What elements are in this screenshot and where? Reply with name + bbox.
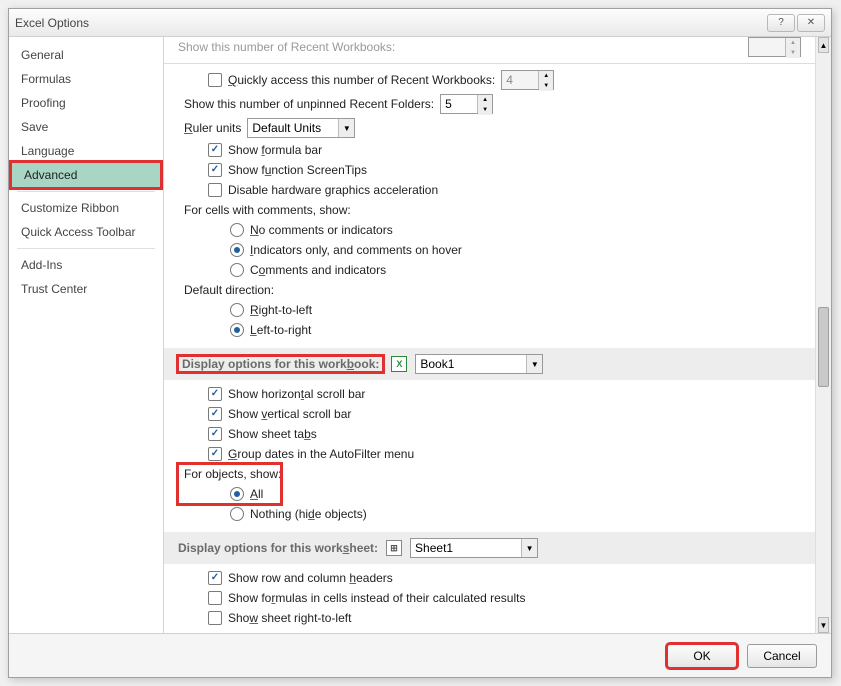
excel-icon: X [391,356,407,372]
sidebar-item-save[interactable]: Save [9,115,163,139]
unpinned-row: Show this number of unpinned Recent Fold… [178,92,801,116]
groupdates-checkbox[interactable] [208,447,222,461]
headers-label: Show row and column headers [228,571,393,585]
objects-none-radio[interactable] [230,507,244,521]
dir-ltr-label: Left-to-right [250,323,311,337]
comments-both-label: Comments and indicators [250,263,386,277]
ruler-units-combo[interactable]: ▼ [247,118,355,138]
tabs-checkbox[interactable] [208,427,222,441]
hardware-label: Disable hardware graphics acceleration [228,183,438,197]
sidebar-item-trust-center[interactable]: Trust Center [9,277,163,301]
options-panel: Show this number of Recent Workbooks: ▲▼… [164,37,815,633]
headers-checkbox[interactable] [208,571,222,585]
cutoff-label: Show this number of Recent Workbooks: [178,40,395,54]
hscroll-label: Show horizontal scroll bar [228,387,365,401]
objects-head: For objects, show: [184,467,281,481]
sidebar-item-quick-access-toolbar[interactable]: Quick Access Toolbar [9,220,163,244]
unpinned-value[interactable] [441,95,477,113]
objects-none-label: Nothing (hide objects) [250,507,367,521]
comments-both-radio[interactable] [230,263,244,277]
sheet-rtl-label: Show sheet right-to-left [228,611,351,625]
scroll-thumb[interactable] [818,307,829,387]
tabs-label: Show sheet tabs [228,427,317,441]
comments-indicators-label: Indicators only, and comments on hover [250,243,462,257]
window-title: Excel Options [15,16,89,30]
dir-rtl-label: Right-to-left [250,303,312,317]
vscroll-checkbox[interactable] [208,407,222,421]
quick-recent-row: Quickly access this number of Recent Wor… [178,68,801,92]
dir-rtl-radio[interactable] [230,303,244,317]
titlebar: Excel Options ? ✕ [9,9,831,37]
comments-none-radio[interactable] [230,223,244,237]
unpinned-label: Show this number of unpinned Recent Fold… [184,97,434,111]
sidebar-item-formulas[interactable]: Formulas [9,67,163,91]
sidebar-item-advanced[interactable]: Advanced [12,163,160,187]
hardware-checkbox[interactable] [208,183,222,197]
sheet-icon: ⊞ [386,540,402,556]
direction-head: Default direction: [184,283,274,297]
workbook-combo[interactable]: ▼ [415,354,543,374]
scroll-down-arrow[interactable]: ▼ [818,617,829,633]
close-button[interactable]: ✕ [797,14,825,32]
formula-bar-checkbox[interactable] [208,143,222,157]
objects-all-radio[interactable] [230,487,244,501]
formulas-checkbox[interactable] [208,591,222,605]
sidebar-item-add-ins[interactable]: Add-Ins [9,253,163,277]
quick-recent-checkbox[interactable] [208,73,222,87]
cutoff-spin [749,38,785,56]
cutoff-row: Show this number of Recent Workbooks: ▲▼ [164,37,815,64]
help-button[interactable]: ? [767,14,795,32]
sidebar-item-proofing[interactable]: Proofing [9,91,163,115]
vscroll-label: Show vertical scroll bar [228,407,351,421]
workbook-section-title: Display options for this workbook: [178,356,383,372]
sidebar-item-customize-ribbon[interactable]: Customize Ribbon [9,196,163,220]
worksheet-combo[interactable]: ▼ [410,538,538,558]
cancel-button[interactable]: Cancel [747,644,817,668]
screentips-checkbox[interactable] [208,163,222,177]
ruler-label: Ruler units [184,121,241,135]
comments-indicators-radio[interactable] [230,243,244,257]
vertical-scrollbar[interactable]: ▲ ▼ [815,37,831,633]
worksheet-section-head: Display options for this worksheet: ⊞ ▼ [164,532,815,564]
objects-all-label: All [250,487,263,501]
sidebar-item-general[interactable]: General [9,43,163,67]
screentips-label: Show function ScreenTips [228,163,367,177]
sidebar: GeneralFormulasProofingSaveLanguageAdvan… [9,37,164,633]
comments-none-label: No comments or indicators [250,223,393,237]
hscroll-checkbox[interactable] [208,387,222,401]
ok-button[interactable]: OK [667,644,737,668]
dialog-footer: OK Cancel [9,633,831,677]
quick-recent-value [502,71,538,89]
excel-options-dialog: Excel Options ? ✕ GeneralFormulasProofin… [8,8,832,678]
workbook-section-head: Display options for this workbook: X ▼ [164,348,815,380]
quick-recent-label: Quickly access this number of Recent Wor… [228,73,495,87]
scroll-up-arrow[interactable]: ▲ [818,37,829,53]
formula-bar-label: Show formula bar [228,143,322,157]
ruler-row: Ruler units ▼ [178,116,801,140]
groupdates-label: Group dates in the AutoFilter menu [228,447,414,461]
formulas-label: Show formulas in cells instead of their … [228,591,525,605]
comments-head: For cells with comments, show: [184,203,351,217]
worksheet-section-title: Display options for this worksheet: [178,541,378,555]
dir-ltr-radio[interactable] [230,323,244,337]
sheet-rtl-checkbox[interactable] [208,611,222,625]
